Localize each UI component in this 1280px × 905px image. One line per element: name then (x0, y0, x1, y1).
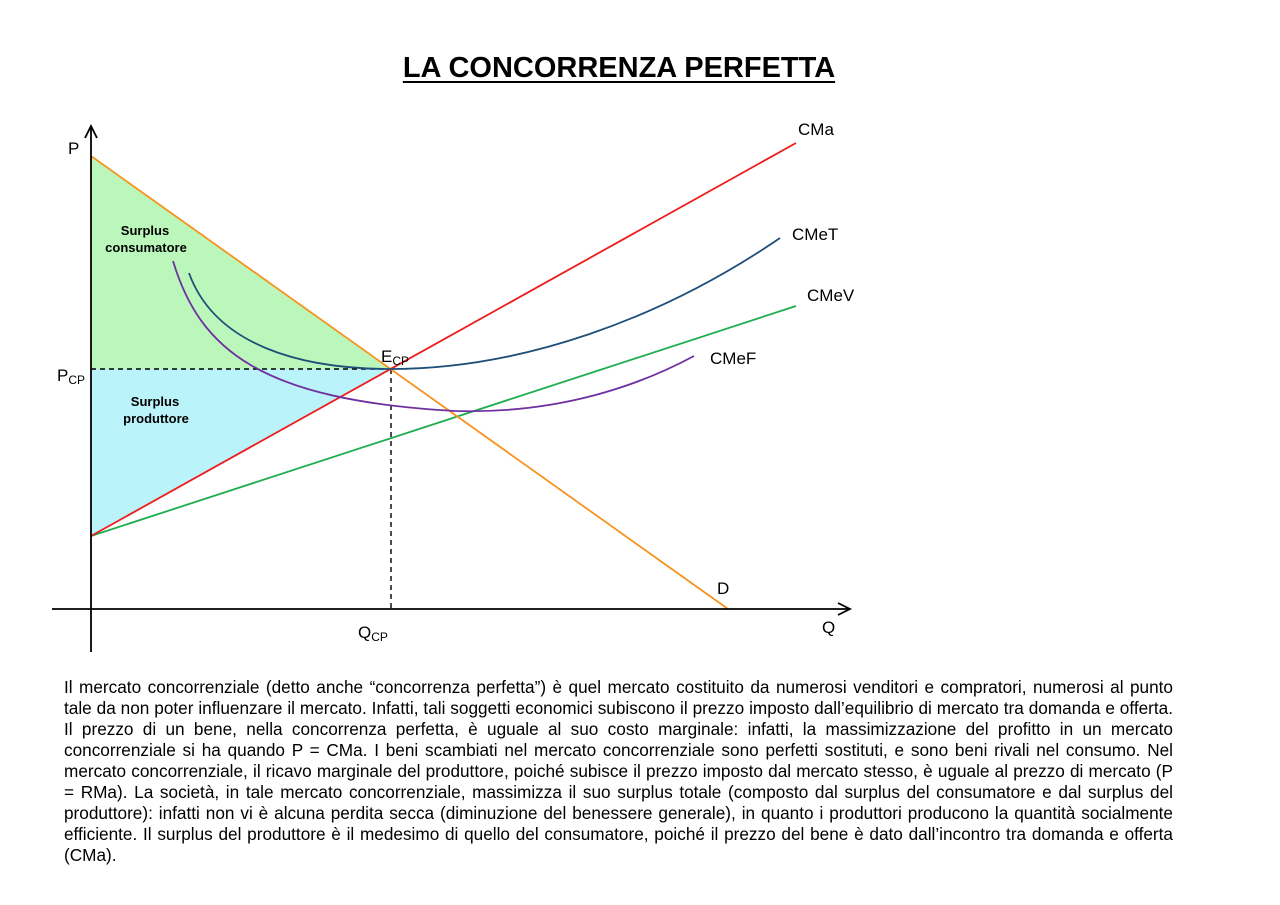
consumer-surplus-label-line1: Surplus (121, 223, 169, 238)
y-axis-label: P (68, 139, 79, 158)
x-axis-label: Q (822, 618, 835, 637)
demand-label: D (717, 579, 729, 598)
equilibrium-label-main: E (381, 347, 392, 366)
producer-surplus-label-line1: Surplus (131, 394, 179, 409)
cma-line (90, 142, 797, 537)
cmef-curve (172, 260, 695, 413)
producer-surplus-label-line2: produttore (123, 411, 189, 426)
cmev-label: CMeV (807, 286, 855, 305)
consumer-surplus-label-line2: consumatore (105, 240, 187, 255)
cmet-curve (188, 237, 781, 370)
y-axis-arrow-icon (84, 123, 98, 139)
equilibrium-label-sub: CP (392, 354, 409, 368)
quantity-label-main: Q (358, 623, 371, 642)
cmet-label: CMeT (792, 225, 838, 244)
cmev-line (90, 305, 797, 537)
equilibrium-label: ECP (381, 347, 409, 368)
quantity-equilibrium-label: QCP (358, 623, 388, 644)
description-paragraph: Il mercato concorrenziale (detto anche “… (64, 677, 1173, 865)
quantity-label-sub: CP (371, 630, 388, 644)
price-label-main: P (57, 366, 68, 385)
demand-line (90, 155, 729, 610)
x-axis-arrow-icon (837, 602, 853, 616)
price-equilibrium-label: PCP (57, 366, 85, 387)
cmef-label: CMeF (710, 349, 756, 368)
cma-label: CMa (798, 120, 834, 139)
page-title: LA CONCORRENZA PERFETTA (402, 52, 836, 84)
price-label-sub: CP (68, 373, 85, 387)
